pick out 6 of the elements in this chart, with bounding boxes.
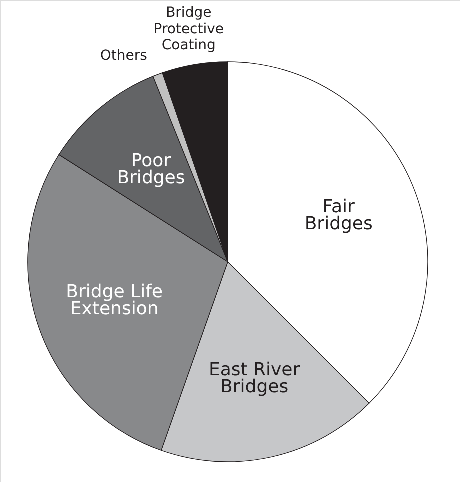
slice-label: Fair Bridges <box>304 196 373 235</box>
slice-label: Bridge Protective Coating <box>154 5 224 54</box>
slice-label: Bridge Life Extension <box>66 282 164 320</box>
slice-label: Others <box>100 48 148 64</box>
slice-label: East River Bridges <box>208 360 301 398</box>
slice-label: Poor Bridges <box>117 150 186 188</box>
